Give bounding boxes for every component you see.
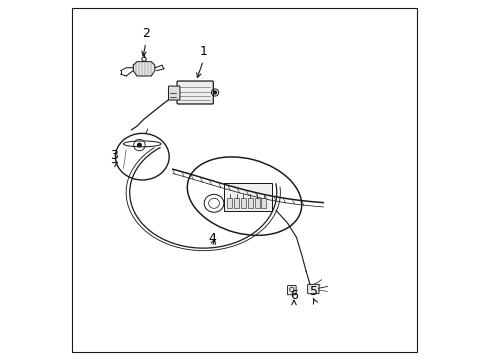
Text: 6: 6 — [289, 289, 297, 302]
FancyBboxPatch shape — [168, 86, 180, 100]
Text: 3: 3 — [109, 149, 117, 162]
FancyBboxPatch shape — [254, 198, 259, 208]
FancyBboxPatch shape — [227, 198, 232, 208]
FancyBboxPatch shape — [307, 284, 319, 294]
Text: 5: 5 — [310, 285, 318, 298]
Text: 4: 4 — [208, 231, 216, 244]
FancyBboxPatch shape — [247, 198, 252, 208]
FancyBboxPatch shape — [241, 198, 245, 208]
Text: 1: 1 — [199, 45, 207, 58]
FancyBboxPatch shape — [287, 285, 296, 295]
Text: 2: 2 — [142, 27, 149, 40]
FancyBboxPatch shape — [177, 81, 213, 104]
Circle shape — [137, 143, 141, 147]
FancyBboxPatch shape — [234, 198, 239, 208]
Circle shape — [213, 91, 216, 94]
Polygon shape — [133, 62, 155, 76]
FancyBboxPatch shape — [261, 198, 266, 208]
FancyBboxPatch shape — [224, 183, 271, 211]
